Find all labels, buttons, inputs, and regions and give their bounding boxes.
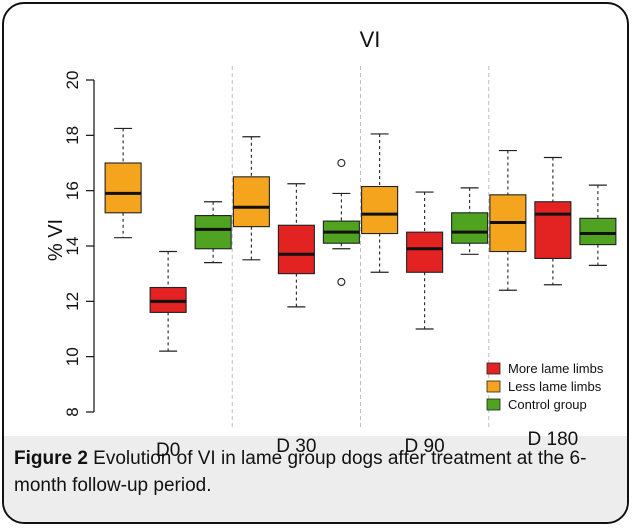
x-axis-labels: D0 D 30 D 90 D 180: [156, 429, 578, 461]
box-body: [232, 176, 270, 228]
figure-label: Figure 2: [14, 448, 88, 469]
y-axis-label: % VI: [45, 219, 67, 261]
box-body: [194, 215, 232, 250]
y-tick-label: 20: [63, 71, 82, 90]
legend-item: Less lame limbs: [486, 379, 602, 394]
y-tick-label: 8: [63, 407, 82, 416]
x-tick-label: D0: [156, 440, 180, 461]
box-more-lame-limbs: [149, 250, 187, 352]
legend: More lame limbs Less lame limbs Control gr…: [486, 361, 604, 412]
box-body: [361, 185, 399, 235]
y-axis: 8 10 12 14 16 18 20: [63, 71, 95, 417]
box-body: [451, 212, 489, 244]
figure-caption-text: Evolution of VI in lame group dogs after…: [14, 448, 587, 496]
box-body: [406, 231, 444, 273]
legend-swatch: [486, 380, 501, 393]
caption-background: [4, 436, 627, 522]
legend-item: More lame limbs: [486, 361, 604, 376]
outlier-point: [337, 158, 346, 168]
outlier-point: [337, 277, 346, 287]
box-less-lame-limbs: [232, 136, 270, 261]
box-body: [277, 224, 315, 275]
legend-label: Control group: [508, 397, 587, 412]
group-separators: [231, 66, 490, 428]
y-tick-label: 16: [63, 181, 82, 200]
legend-label: More lame limbs: [508, 361, 604, 376]
box-less-lame-limbs: [489, 149, 527, 291]
box-less-lame-limbs: [361, 133, 399, 273]
y-tick-label: 12: [63, 292, 82, 311]
x-tick-label: D 180: [528, 429, 579, 450]
x-tick-label: D 90: [405, 436, 445, 457]
legend-label: Less lame limbs: [508, 379, 602, 394]
box-more-lame-limbs: [277, 183, 315, 308]
box-series: [104, 127, 617, 352]
box-more-lame-limbs: [406, 191, 444, 330]
chart-title: VI: [360, 27, 381, 52]
y-tick-label: 14: [63, 237, 82, 256]
box-more-lame-limbs: [534, 156, 572, 286]
box-body: [534, 201, 572, 260]
legend-swatch: [486, 362, 501, 375]
legend-swatch: [486, 398, 501, 411]
box-body: [104, 162, 142, 214]
x-tick-label: D 30: [276, 436, 316, 457]
legend-item: Control group: [486, 397, 587, 412]
figure-caption: Figure 2 Evolution of VI in lame group d…: [14, 445, 614, 499]
box-less-lame-limbs: [104, 127, 142, 239]
y-tick-label: 18: [63, 126, 82, 145]
box-control-group: [322, 158, 360, 287]
y-tick-label: 10: [63, 347, 82, 366]
box-control-group: [194, 201, 232, 264]
figure-card: [2, 2, 629, 524]
box-body: [579, 217, 617, 246]
box-control-group: [451, 187, 489, 255]
box-control-group: [579, 184, 617, 266]
